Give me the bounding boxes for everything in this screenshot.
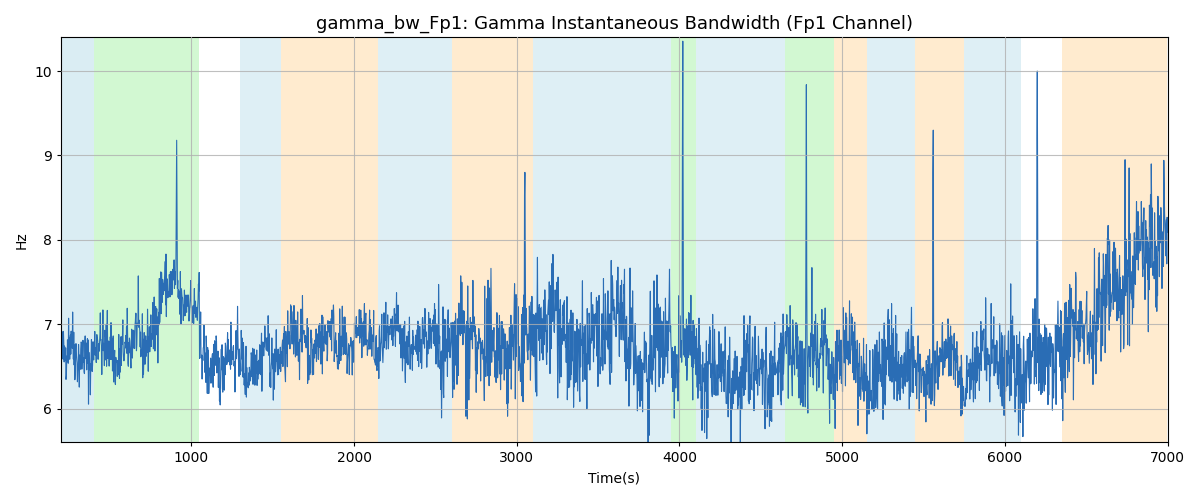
Bar: [696, 38, 785, 442]
Bar: [378, 38, 451, 442]
Y-axis label: Hz: Hz: [14, 231, 29, 248]
Bar: [94, 38, 199, 442]
Bar: [533, 38, 671, 442]
Bar: [671, 38, 696, 442]
Title: gamma_bw_Fp1: Gamma Instantaneous Bandwidth (Fp1 Channel): gamma_bw_Fp1: Gamma Instantaneous Bandwi…: [316, 15, 913, 34]
Bar: [61, 38, 94, 442]
Bar: [281, 38, 378, 442]
X-axis label: Time(s): Time(s): [588, 471, 641, 485]
Bar: [866, 38, 916, 442]
Bar: [451, 38, 533, 442]
Bar: [916, 38, 964, 442]
Bar: [1062, 38, 1168, 442]
Bar: [785, 38, 834, 442]
Bar: [834, 38, 866, 442]
Bar: [964, 38, 1021, 442]
Bar: [240, 38, 281, 442]
